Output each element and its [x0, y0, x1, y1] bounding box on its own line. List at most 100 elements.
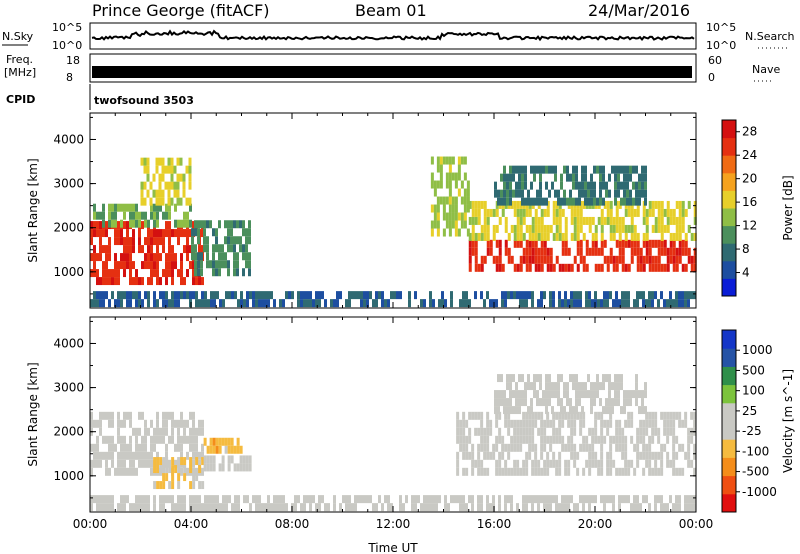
echo-cell	[693, 232, 697, 241]
echo-cell	[615, 224, 619, 233]
echo-cell	[477, 232, 481, 241]
echo-cell	[203, 463, 207, 472]
echo-cell	[534, 232, 538, 241]
echo-cell	[537, 495, 540, 504]
echo-cell	[483, 435, 487, 444]
echo-cell	[531, 299, 534, 308]
echo-cell	[531, 255, 535, 264]
echo-cell	[606, 495, 609, 504]
echo-cell	[540, 435, 544, 444]
echo-cell	[224, 236, 227, 245]
echo-cell	[102, 203, 105, 212]
echo-cell	[267, 291, 270, 300]
echo-cell	[183, 473, 187, 482]
echo-cell	[516, 467, 520, 476]
colorbar-label: Power [dB]	[781, 175, 795, 240]
echo-cell	[129, 253, 132, 262]
echo-cell	[165, 299, 168, 308]
echo-cell	[590, 390, 593, 399]
echo-cell	[303, 291, 306, 300]
echo-cell	[140, 197, 144, 206]
echo-cell	[126, 443, 129, 452]
echo-cell	[462, 503, 465, 512]
echo-cell	[693, 216, 697, 225]
echo-cell	[630, 411, 634, 420]
echo-cell	[120, 503, 123, 512]
echo-cell	[192, 459, 195, 468]
echo-cell	[609, 291, 612, 300]
echo-cell	[675, 503, 678, 512]
echo-cell	[123, 495, 126, 504]
echo-cell	[306, 299, 309, 308]
echo-cell	[648, 459, 652, 468]
echo-cell	[606, 263, 610, 272]
echo-cell	[156, 411, 159, 420]
echo-cell	[624, 419, 628, 428]
echo-region	[494, 374, 647, 415]
echo-cell	[309, 299, 312, 308]
echo-cell	[165, 211, 168, 220]
echo-cell	[191, 228, 194, 237]
echo-cell	[525, 427, 529, 436]
echo-cell	[252, 299, 255, 308]
echo-cell	[540, 232, 544, 241]
echo-cell	[221, 244, 224, 253]
echo-cell	[132, 237, 135, 246]
echo-cell	[246, 291, 249, 300]
echo-cell	[399, 291, 402, 300]
echo-cell	[150, 237, 153, 246]
echo-cell	[192, 443, 195, 452]
echo-cell	[420, 503, 423, 512]
echo-cell	[570, 427, 574, 436]
echo-cell	[132, 277, 135, 286]
echo-cell	[506, 398, 509, 407]
echo-cell	[660, 247, 664, 256]
echo-cell	[129, 299, 132, 308]
echo-cell	[218, 220, 221, 229]
echo-cell	[354, 503, 357, 512]
echo-cell	[567, 419, 571, 428]
echo-cell	[489, 208, 493, 217]
echo-cell	[582, 263, 586, 272]
echo-cell	[194, 244, 197, 253]
echo-cell	[543, 208, 547, 217]
echo-cell	[432, 503, 435, 512]
echo-cell	[438, 299, 441, 308]
echo-cell	[189, 203, 192, 212]
echo-cell	[636, 495, 639, 504]
echo-cell	[96, 291, 99, 300]
echo-cell	[129, 459, 132, 468]
echo-cell	[633, 224, 637, 233]
echo-cell	[162, 427, 165, 436]
echo-cell	[555, 467, 559, 476]
echo-cell	[579, 291, 582, 300]
echo-cell	[663, 247, 667, 256]
echo-cell	[111, 211, 114, 220]
echo-cell	[147, 245, 150, 254]
echo-cell	[584, 173, 587, 182]
echo-cell	[507, 411, 511, 420]
echo-cell	[642, 291, 645, 300]
echo-cell	[129, 269, 132, 278]
echo-cell	[177, 237, 180, 246]
echo-cell	[233, 445, 237, 454]
echo-cell	[96, 253, 99, 262]
echo-cell	[279, 503, 282, 512]
echo-cell	[141, 443, 144, 452]
echo-cell	[554, 390, 557, 399]
echo-cell	[540, 427, 544, 436]
echo-cell	[578, 382, 581, 391]
echo-cell	[630, 232, 634, 241]
echo-cell	[426, 503, 429, 512]
echo-cell	[561, 299, 564, 308]
echo-cell	[258, 299, 261, 308]
echo-cell	[225, 291, 228, 300]
echo-cell	[445, 220, 449, 229]
echo-cell	[630, 247, 634, 256]
echo-cell	[648, 419, 652, 428]
echo-cell	[96, 269, 99, 278]
y-tick-label: 3000	[53, 381, 84, 395]
echo-cell	[93, 229, 96, 238]
echo-cell	[99, 245, 102, 254]
echo-cell	[147, 229, 150, 238]
